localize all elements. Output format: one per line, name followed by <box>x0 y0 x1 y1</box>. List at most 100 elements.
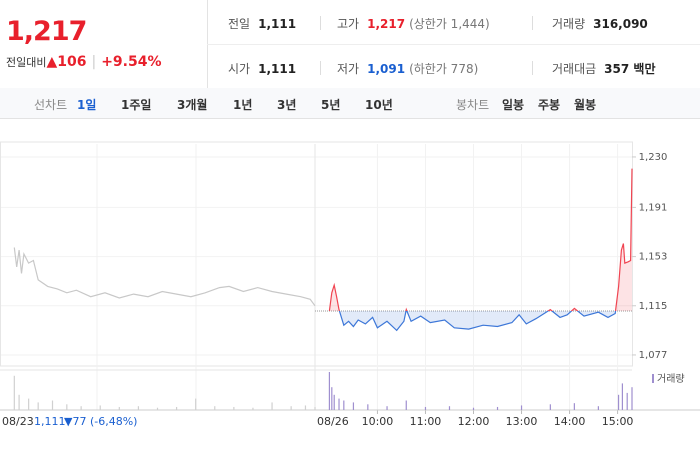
y-tick-label: 1,153 <box>639 252 668 263</box>
stat-label: 거래량 <box>552 17 586 31</box>
y-tick-label: 1,115 <box>639 301 668 312</box>
volume-bar <box>472 407 475 410</box>
volume-bar <box>18 394 20 410</box>
volume-bar <box>573 403 575 410</box>
volume-bar <box>386 406 388 410</box>
stat-label: 고가 <box>337 17 360 31</box>
volume-bar <box>13 375 15 410</box>
volume-bar <box>51 400 54 410</box>
y-tick-label: 1,077 <box>639 350 668 361</box>
volume-bar <box>631 387 633 410</box>
volume-bar <box>271 402 273 410</box>
stat-cell: 시가 1,111 <box>228 60 296 77</box>
x-tick-label: 14:00 <box>554 415 586 428</box>
volume-bar <box>333 394 335 410</box>
volume-bar <box>175 406 178 410</box>
volume-bar <box>621 383 623 410</box>
volume-bar <box>80 406 82 410</box>
divider <box>532 16 533 30</box>
volume-bar <box>314 406 316 410</box>
stat-value: 1,111 <box>258 17 297 31</box>
x-tick-label: 10:00 <box>362 415 394 428</box>
candle-tab[interactable]: 주봉 <box>538 98 561 112</box>
price-area <box>329 168 632 331</box>
volume-bar <box>352 402 355 410</box>
period-tabs: 선차트 1일 1주일 3개월 1년 3년 5년 10년 봉차트 일봉 주봉 월봉 <box>0 88 700 119</box>
volume-bar <box>195 398 197 410</box>
volume-bar <box>343 400 345 410</box>
stat-cell: 거래대금 357 백만 <box>552 60 655 77</box>
stat-label: 시가 <box>228 62 251 76</box>
period-tab[interactable]: 3개월 <box>177 98 208 112</box>
candle-tab[interactable]: 일봉 <box>502 98 525 112</box>
volume-bar <box>66 404 68 410</box>
volume-bar <box>597 406 599 410</box>
price-line <box>328 168 633 332</box>
y-tick-label: 1,191 <box>639 202 668 213</box>
period-tab[interactable]: 3년 <box>277 98 297 112</box>
volume-bar <box>28 398 30 410</box>
period-tab[interactable]: 1년 <box>233 98 253 112</box>
change-amount: ▲106 <box>46 54 87 70</box>
volume-bar <box>617 394 620 410</box>
stat-cell: 저가 1,091 (하한가 778) <box>337 60 478 77</box>
volume-bar <box>520 405 523 410</box>
stat-label: 저가 <box>337 62 360 76</box>
change-label: 전일대비 <box>6 56 47 69</box>
stat-cell: 거래량 316,090 <box>552 15 648 32</box>
stat-note: (상한가 1,444) <box>409 17 490 31</box>
candle-tab[interactable]: 월봉 <box>574 98 597 112</box>
volume-bar <box>304 405 307 410</box>
stat-cell: 고가 1,217 (상한가 1,444) <box>337 15 490 32</box>
stat-cell: 전일 1,111 <box>228 15 296 32</box>
x-tick-label: 13:00 <box>506 415 538 428</box>
volume-bar <box>405 400 407 410</box>
period-tab[interactable]: 5년 <box>321 98 341 112</box>
volume-bar <box>626 392 628 410</box>
volume-bar <box>331 387 333 410</box>
period-tab[interactable]: 1일 <box>77 98 97 112</box>
volume-bar <box>448 406 451 410</box>
period-tab[interactable]: 10년 <box>365 98 393 112</box>
stat-value: 1,217 <box>367 17 406 31</box>
y-tick-label: 1,230 <box>639 152 668 163</box>
x-tick-label: 15:00 <box>602 415 634 428</box>
stat-value: 1,111 <box>258 62 297 76</box>
tab-group-label: 봉차트 <box>456 98 490 112</box>
x-tick-label: 11:00 <box>410 415 442 428</box>
volume-bar <box>290 406 292 410</box>
stat-label: 거래대금 <box>552 62 597 76</box>
volume-bar <box>328 372 331 410</box>
stat-value: 357 백만 <box>604 62 656 76</box>
volume-bar <box>137 406 140 410</box>
divider <box>532 61 533 75</box>
volume-bar <box>424 406 427 410</box>
prev-change: ▼77 (-6,48%) <box>64 415 137 428</box>
volume-bar <box>233 406 235 410</box>
volume-bar <box>99 405 101 410</box>
period-tab[interactable]: 1주일 <box>121 98 152 112</box>
divider <box>320 16 321 30</box>
volume-bar <box>367 404 369 410</box>
legend-swatch <box>652 374 654 383</box>
volume-bar <box>338 398 340 410</box>
volume-bar <box>37 402 39 410</box>
volume-bar <box>549 404 551 410</box>
legend-label: 거래량 <box>657 373 685 385</box>
price-change: 전일대비▲106 | +9.54% <box>6 54 162 70</box>
volume-bar <box>252 407 254 410</box>
volume-bar <box>214 406 216 410</box>
quote-header: 1,217 전일대비▲106 | +9.54% 전일 1,111 고가 1,217 (상한가… <box>0 0 700 89</box>
volume-bar <box>156 407 159 410</box>
day-label: 08/26 <box>317 415 349 428</box>
stat-value: 316,090 <box>593 17 648 31</box>
stat-label: 전일 <box>228 17 251 31</box>
change-percent: +9.54% <box>101 54 162 70</box>
volume-bar <box>118 406 120 410</box>
price-line <box>13 247 316 307</box>
stat-value: 1,091 <box>367 62 406 76</box>
x-tick-label: 12:00 <box>458 415 490 428</box>
price-box: 1,217 전일대비▲106 | +9.54% <box>0 0 208 88</box>
